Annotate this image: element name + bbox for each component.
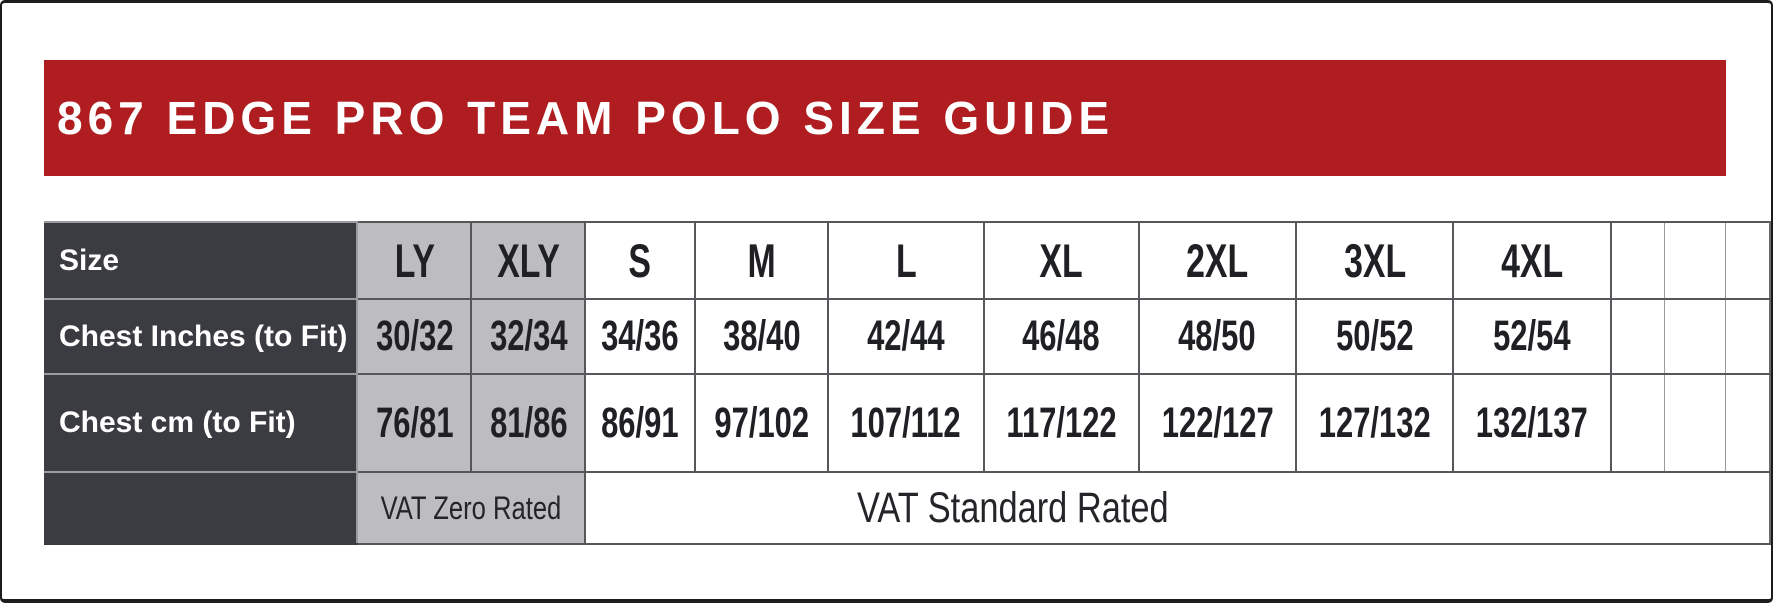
empty-cell	[1725, 373, 1771, 473]
inches-cell-l: 42/44	[827, 298, 985, 375]
row-label-chest-inches: Chest Inches (to Fit)	[43, 298, 359, 375]
inches-cell-3xl: 50/52	[1295, 298, 1455, 375]
empty-cell	[1610, 373, 1666, 473]
size-cell-m: M	[693, 221, 830, 300]
cm-cell-ly: 76/81	[356, 373, 473, 473]
inches-cell-s: 34/36	[584, 298, 696, 375]
inches-cell-xl: 46/48	[982, 298, 1140, 375]
inches-cell-m: 38/40	[693, 298, 830, 375]
inches-cell-xly: 32/34	[470, 298, 587, 375]
row-label-chest-cm: Chest cm (to Fit)	[43, 373, 359, 473]
empty-cell	[1664, 373, 1727, 473]
cm-cell-xly: 81/86	[470, 373, 587, 473]
size-row: Size LY XLY S M L XL 2XL 3XL 4XL	[43, 221, 1771, 300]
cm-cell-xl: 117/122	[982, 373, 1140, 473]
chest-cm-row: Chest cm (to Fit) 76/81 81/86 86/91 97/1…	[43, 373, 1771, 473]
size-cell-4xl: 4XL	[1452, 221, 1612, 300]
empty-cell	[1664, 221, 1727, 300]
empty-cell	[1610, 298, 1666, 375]
vat-zero-rated-cell: VAT Zero Rated	[356, 471, 587, 545]
empty-cell	[1664, 298, 1727, 375]
size-cell-s: S	[584, 221, 696, 300]
size-cell-ly: LY	[356, 221, 473, 300]
vat-row: VAT Zero Rated VAT Standard Rated	[43, 471, 1771, 545]
empty-cell	[1610, 221, 1666, 300]
size-cell-3xl: 3XL	[1295, 221, 1455, 300]
vat-standard-rated-cell: VAT Standard Rated	[584, 471, 1771, 545]
title-banner: 867 EDGE PRO TEAM POLO SIZE GUIDE	[44, 60, 1726, 176]
empty-cell	[1725, 298, 1771, 375]
inches-cell-4xl: 52/54	[1452, 298, 1612, 375]
size-cell-xl: XL	[982, 221, 1140, 300]
chest-inches-row: Chest Inches (to Fit) 30/32 32/34 34/36 …	[43, 298, 1771, 375]
cm-cell-2xl: 122/127	[1137, 373, 1298, 473]
empty-cell	[1725, 221, 1771, 300]
size-cell-xly: XLY	[470, 221, 587, 300]
row-label-size: Size	[43, 221, 359, 300]
page-title: 867 EDGE PRO TEAM POLO SIZE GUIDE	[57, 92, 1115, 144]
cm-cell-m: 97/102	[693, 373, 830, 473]
vat-row-label-cell	[43, 471, 359, 545]
inches-cell-2xl: 48/50	[1137, 298, 1298, 375]
cm-cell-4xl: 132/137	[1452, 373, 1612, 473]
cm-cell-l: 107/112	[827, 373, 985, 473]
inches-cell-ly: 30/32	[356, 298, 473, 375]
size-cell-2xl: 2XL	[1137, 221, 1298, 300]
cm-cell-3xl: 127/132	[1295, 373, 1455, 473]
cm-cell-s: 86/91	[584, 373, 696, 473]
size-guide-table: Size LY XLY S M L XL 2XL 3XL 4XL Chest I…	[43, 221, 1771, 545]
size-cell-l: L	[827, 221, 985, 300]
